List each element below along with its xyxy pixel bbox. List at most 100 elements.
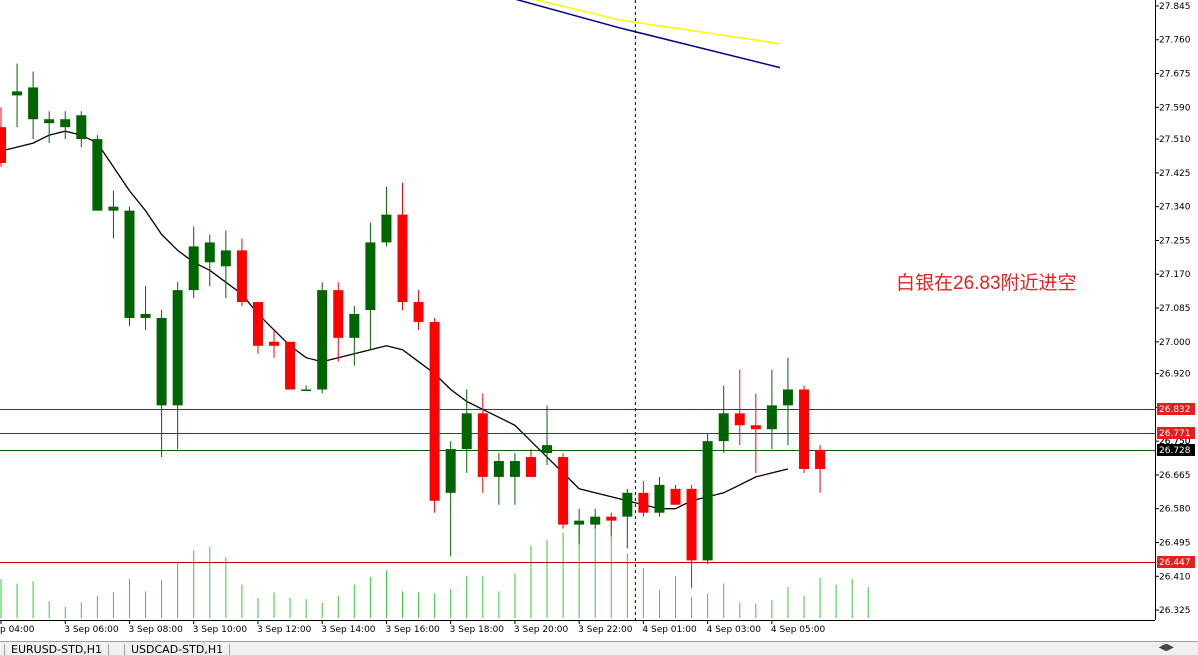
candle — [493, 453, 504, 505]
price-tag: 26.771 — [1157, 427, 1195, 439]
candle — [349, 306, 360, 366]
price-tag: 26.832 — [1157, 403, 1195, 415]
candle-body — [12, 91, 23, 96]
candle — [750, 393, 761, 473]
candle — [445, 441, 456, 557]
candle-body — [525, 457, 536, 477]
candle — [285, 341, 296, 390]
candle — [28, 71, 39, 140]
candle — [333, 282, 344, 362]
candle — [766, 369, 777, 450]
volume-bars — [0, 520, 869, 618]
price-axis: 27.845 27.760 27.675 27.590 27.510 27.425 27.3… — [1155, 2, 1195, 616]
candle — [156, 310, 167, 458]
candle — [397, 182, 408, 310]
tab-usdcad[interactable]: USDCAD-STD,H1 — [124, 644, 231, 655]
price-tag-label: 26.832 — [1159, 405, 1191, 415]
chart-tab-bar: EURUSD-STD,H1 USDCAD-STD,H1 ◀▶ — [0, 641, 1198, 655]
candle — [574, 508, 585, 545]
candle-body — [44, 119, 55, 124]
candle — [654, 476, 665, 517]
candle-body — [92, 139, 103, 211]
candle — [252, 302, 263, 354]
candle-body — [349, 313, 360, 338]
candle-body — [702, 441, 713, 561]
x-tick-label: 3 Sep 12:00 — [257, 625, 312, 635]
x-tick-label: 4 Sep 03:00 — [707, 625, 762, 635]
candle-body — [574, 520, 585, 525]
candle — [638, 480, 649, 517]
y-tick-label: 27.170 — [1159, 270, 1191, 280]
candle — [542, 405, 553, 465]
price-tag: 26.728 — [1157, 444, 1195, 456]
candle-body — [654, 484, 665, 513]
candle — [317, 282, 328, 394]
ma-blue-line — [515, 0, 781, 69]
candle-body — [285, 341, 296, 390]
candle-body — [413, 302, 424, 322]
price-tag-label: 26.771 — [1159, 429, 1191, 439]
candle-body — [140, 313, 151, 318]
x-tick-label: 3 Sep 20:00 — [514, 625, 569, 635]
candles — [0, 63, 826, 589]
horizontal-levels — [0, 409, 1155, 563]
tab-eurusd[interactable]: EURUSD-STD,H1 — [4, 644, 110, 655]
y-tick-label: 27.675 — [1159, 70, 1191, 80]
price-chart[interactable]: 27.845 27.760 27.675 27.590 27.510 27.425 27.3… — [0, 0, 1198, 641]
candle — [606, 512, 617, 537]
y-tick-label: 26.580 — [1159, 505, 1191, 515]
candle-body — [750, 425, 761, 430]
candle — [782, 357, 793, 446]
candle — [204, 234, 215, 287]
candle-body — [60, 119, 71, 128]
candle-body — [766, 405, 777, 430]
candle — [622, 488, 633, 549]
candle — [172, 282, 183, 450]
tab-scroll-arrows-icon[interactable]: ◀▶ — [1158, 642, 1174, 653]
x-tick-label: 3 Sep 18:00 — [450, 625, 505, 635]
candle — [220, 230, 231, 299]
candle-body — [461, 413, 472, 450]
candle — [477, 393, 488, 493]
candle — [461, 389, 472, 473]
candle — [686, 484, 697, 589]
candle — [76, 111, 87, 148]
candle — [381, 186, 392, 247]
candle — [188, 226, 199, 299]
candle — [799, 385, 809, 473]
candle-body — [28, 87, 39, 120]
candle — [509, 453, 520, 505]
candle — [269, 329, 280, 358]
candle — [558, 453, 569, 529]
y-tick-label: 27.255 — [1159, 236, 1191, 246]
candle-body — [76, 115, 87, 140]
candle — [236, 238, 247, 307]
candle — [365, 222, 376, 350]
candle — [92, 135, 103, 211]
price-tag-bg — [1157, 444, 1195, 456]
candle-body — [397, 214, 408, 303]
candle-body — [493, 461, 504, 477]
y-tick-label: 27.425 — [1159, 169, 1191, 179]
candle — [815, 445, 826, 493]
candle-body — [670, 488, 681, 505]
x-tick-label: 3 Sep 14:00 — [321, 625, 376, 635]
candle-body — [782, 389, 793, 406]
candle — [525, 449, 536, 477]
candle — [12, 63, 23, 128]
x-tick-label: p 04:00 — [0, 625, 35, 635]
candle-body — [204, 242, 215, 263]
y-tick-label: 27.000 — [1159, 338, 1191, 348]
candle-body — [590, 516, 601, 525]
ma-short-line — [0, 130, 789, 510]
candle — [702, 433, 713, 565]
price-tag-label: 26.728 — [1159, 446, 1191, 456]
candle-body — [686, 488, 697, 561]
ma-yellow-line — [533, 0, 781, 45]
y-tick-label: 27.085 — [1159, 304, 1191, 314]
y-tick-label-partial: 26.750 — [1159, 437, 1191, 447]
candle — [413, 290, 424, 330]
candle — [0, 107, 6, 167]
x-tick-label: 3 Sep 22:00 — [578, 625, 633, 635]
candle — [44, 111, 55, 144]
